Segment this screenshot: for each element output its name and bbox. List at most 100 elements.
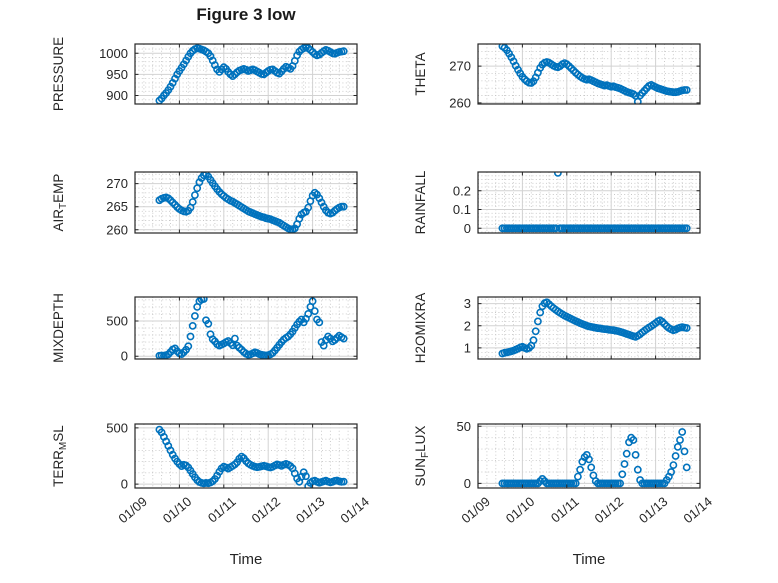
data-point — [339, 477, 348, 486]
series-mixdepth — [155, 297, 348, 359]
x-axis-label-right: Time — [572, 551, 606, 568]
major-grid — [135, 297, 357, 359]
x-tick-label: 01/13 — [636, 494, 671, 526]
y-tick-label: 0 — [121, 477, 128, 492]
figure-title: Figure 3 low — [196, 5, 296, 24]
data-point — [576, 465, 584, 474]
data-point — [301, 472, 310, 481]
data-point — [673, 442, 682, 451]
data-point — [184, 342, 193, 351]
y-tick-label: 950 — [106, 67, 128, 82]
y-tick-label: 0.2 — [453, 183, 471, 198]
axes-box — [477, 423, 701, 489]
y-tick-label: 260 — [449, 95, 471, 110]
data-point — [190, 191, 199, 199]
data-point — [304, 203, 313, 212]
data-point — [199, 297, 208, 303]
y-tick-label: 900 — [106, 88, 128, 103]
minor-grid — [135, 297, 357, 359]
subplot-mixdepth: 0 500 MIXDEPTH — [51, 293, 358, 364]
x-tick-label: 01/10 — [160, 494, 195, 526]
axes-box — [477, 171, 701, 234]
subplot-pressure: 900 950 1000 PRESSURE — [51, 37, 358, 111]
data-point — [534, 317, 542, 326]
data-point — [682, 86, 691, 94]
x-tick-label: 01/14 — [337, 494, 372, 526]
tick-marks — [477, 44, 701, 104]
x-tick-label: 01/12 — [249, 494, 284, 526]
x-tick-label: 01/13 — [293, 494, 328, 526]
y-tick-label: 270 — [449, 59, 471, 74]
subplot-theta: 260 270 THETA — [413, 43, 701, 110]
data-point — [682, 324, 691, 332]
axes-box — [477, 43, 701, 105]
data-point — [230, 334, 239, 343]
y-tick-label: 2 — [464, 318, 471, 333]
major-grid — [135, 424, 357, 488]
subplot-sun_flux: 0 50 SUNFLUX 01/09 01/10 01/11 01/12 01/13 01/14 — [413, 419, 715, 526]
axes-box — [477, 296, 701, 360]
axes-box — [134, 423, 358, 489]
subplot-air_temp: 260 265 270 AIRTEMP — [51, 171, 358, 237]
x-tick-label: 01/10 — [503, 494, 538, 526]
subplot-h2omixra: 1 2 3 H2OMIXRA — [413, 293, 701, 363]
y-axis-name-sun_flux: SUNFLUX — [413, 426, 431, 487]
data-point — [678, 428, 687, 436]
series-terr_msl — [155, 425, 348, 488]
y-tick-label: 1 — [464, 340, 471, 355]
subplot-rainfall: 0 0.1 0.2 RAINFALL — [413, 170, 701, 236]
data-point — [299, 468, 308, 477]
data-point — [585, 455, 593, 464]
y-axis-name-theta: THETA — [413, 52, 428, 95]
series-air_temp — [155, 172, 348, 233]
y-tick-label: 265 — [106, 199, 128, 214]
data-point — [315, 318, 324, 327]
y-tick-label: 260 — [106, 222, 128, 237]
data-point — [616, 479, 624, 488]
y-axis-name-mixdepth: MIXDEPTH — [51, 293, 66, 363]
y-axis-name-pressure: PRESSURE — [51, 37, 66, 111]
data-point — [633, 97, 642, 104]
data-point — [310, 307, 319, 315]
data-point — [682, 224, 691, 233]
tick-marks — [477, 172, 701, 233]
data-point — [669, 461, 678, 469]
data-point — [633, 465, 642, 474]
data-point — [574, 472, 582, 481]
data-point — [618, 470, 627, 479]
data-point — [629, 436, 638, 444]
data-point — [554, 172, 562, 177]
data-point — [667, 468, 675, 476]
x-tick-label: 01/11 — [205, 494, 239, 526]
data-point — [682, 463, 691, 472]
data-point — [197, 297, 206, 304]
major-grid — [478, 424, 700, 488]
axes-box — [134, 296, 358, 360]
data-point — [587, 463, 596, 472]
data-point — [620, 460, 629, 468]
y-tick-label: 0 — [121, 349, 128, 364]
data-point — [166, 82, 175, 91]
data-point — [188, 198, 197, 206]
data-point — [339, 334, 348, 343]
y-tick-label: 3 — [464, 296, 471, 311]
data-point — [339, 202, 348, 211]
data-point — [339, 47, 348, 56]
series-theta — [498, 44, 691, 104]
data-point — [304, 309, 313, 318]
series-h2omixra — [498, 298, 691, 358]
y-tick-label: 500 — [106, 420, 128, 435]
data-point — [204, 319, 213, 328]
x-tick-label: 01/11 — [548, 494, 582, 526]
y-axis-name-terr_msl: TERRMSL — [51, 425, 69, 487]
y-tick-label: 270 — [106, 176, 128, 191]
y-tick-label: 500 — [106, 314, 128, 329]
y-axis-name-rainfall: RAINFALL — [413, 170, 428, 234]
subplot-terr_msl: 0 500 TERRMSL 01/09 01/10 01/11 01/12 01/13 01/1… — [51, 420, 372, 526]
data-point — [622, 449, 631, 458]
major-grid — [478, 172, 700, 233]
y-axis-name-air_temp: AIRTEMP — [51, 174, 69, 232]
y-tick-label: 1000 — [99, 46, 128, 61]
x-tick-label: 01/09 — [115, 494, 150, 526]
